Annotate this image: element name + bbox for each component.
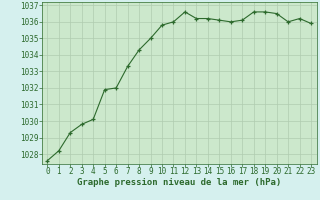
X-axis label: Graphe pression niveau de la mer (hPa): Graphe pression niveau de la mer (hPa)	[77, 178, 281, 187]
